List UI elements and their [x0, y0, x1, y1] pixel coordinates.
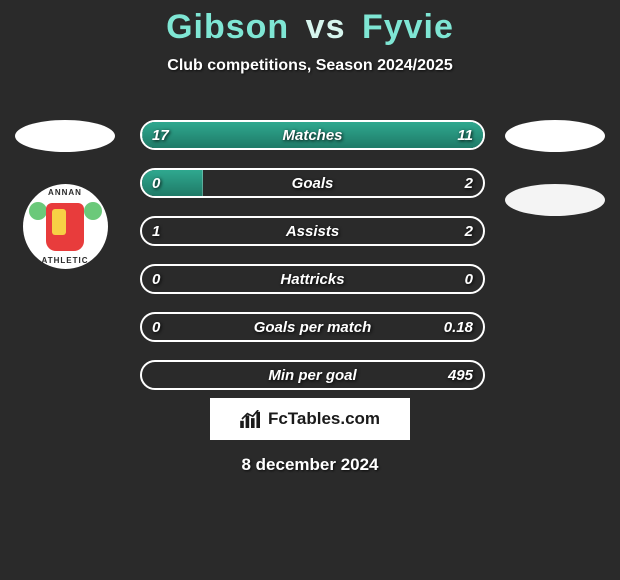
- vs-text: vs: [306, 8, 346, 46]
- stat-value-right: 2: [465, 170, 473, 196]
- stat-value-right: 0.18: [444, 314, 473, 340]
- player2-club-badge-icon: [505, 184, 605, 216]
- stat-label: Goals: [142, 170, 483, 196]
- stat-row: 0Goals2: [140, 168, 485, 198]
- player1-club-badge: ANNAN ATHLETIC: [23, 184, 108, 269]
- stat-value-right: 2: [465, 218, 473, 244]
- stat-row: 1Assists2: [140, 216, 485, 246]
- stat-label: Hattricks: [142, 266, 483, 292]
- subtitle: Club competitions, Season 2024/2025: [0, 57, 620, 75]
- page-title: Gibson vs Fyvie: [0, 0, 620, 47]
- stat-row: 0Goals per match0.18: [140, 312, 485, 342]
- badge-ornament-left-icon: [29, 202, 47, 220]
- player1-avatar-column: ANNAN ATHLETIC: [10, 120, 120, 269]
- site-logo-text: FcTables.com: [268, 409, 380, 429]
- stat-value-right: 11: [457, 122, 473, 148]
- player1-silhouette-icon: [15, 120, 115, 152]
- stat-row: 0Hattricks0: [140, 264, 485, 294]
- player2-avatar-column: [500, 120, 610, 216]
- player2-name: Fyvie: [362, 8, 454, 46]
- club-badge-bottom-text: ATHLETIC: [23, 256, 108, 265]
- comparison-bars: 17Matches110Goals21Assists20Hattricks00G…: [140, 120, 485, 390]
- stat-row: 17Matches11: [140, 120, 485, 150]
- footer-date: 8 december 2024: [0, 455, 620, 475]
- stat-label: Min per goal: [142, 362, 483, 388]
- player2-silhouette-icon: [505, 120, 605, 152]
- stat-row: Min per goal495: [140, 360, 485, 390]
- stat-value-right: 495: [448, 362, 473, 388]
- player1-name: Gibson: [166, 8, 289, 46]
- stat-value-right: 0: [465, 266, 473, 292]
- stat-label: Assists: [142, 218, 483, 244]
- badge-ornament-right-icon: [84, 202, 102, 220]
- stat-label: Goals per match: [142, 314, 483, 340]
- club-badge-top-text: ANNAN: [23, 188, 108, 197]
- stat-label: Matches: [142, 122, 483, 148]
- site-logo: FcTables.com: [210, 398, 410, 440]
- badge-shield-icon: [46, 203, 84, 251]
- fctables-icon: [240, 410, 262, 428]
